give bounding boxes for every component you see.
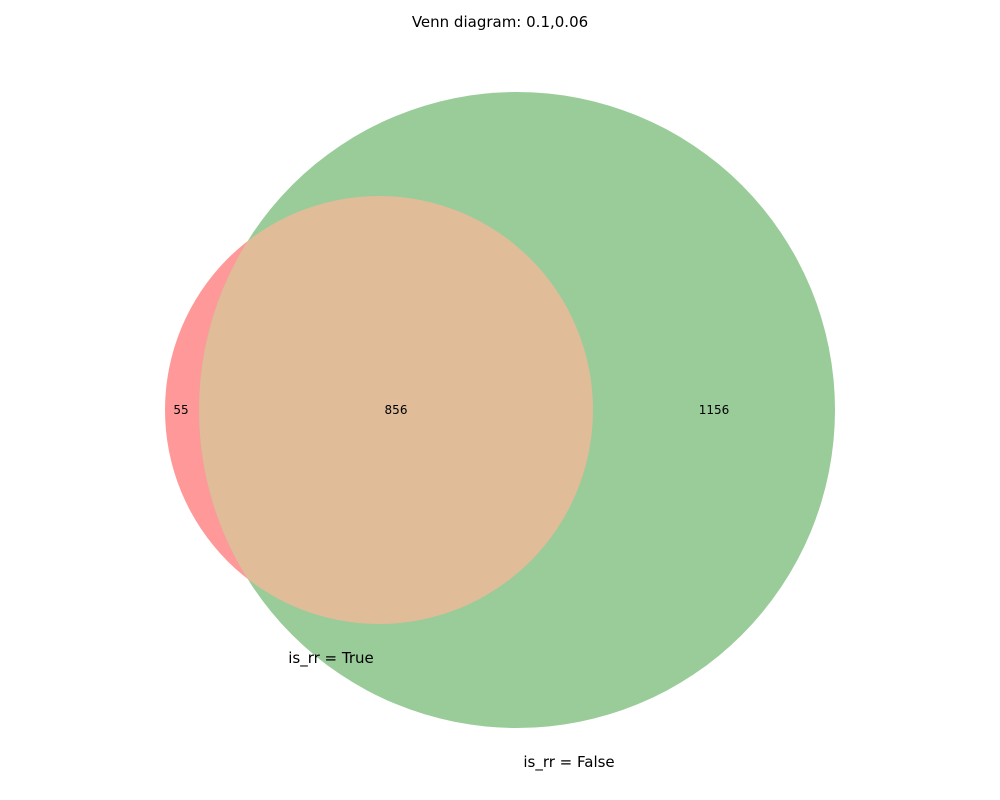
intersection-region — [199, 196, 593, 624]
region-count-false-only: 1156 — [699, 403, 730, 417]
chart-title: Venn diagram: 0.1,0.06 — [412, 13, 588, 31]
set-label-is-rr-true: is_rr = True — [288, 649, 374, 668]
region-count-intersection: 856 — [385, 403, 408, 417]
region-count-true-only: 55 — [173, 403, 188, 417]
set-label-is-rr-false: is_rr = False — [523, 753, 614, 772]
